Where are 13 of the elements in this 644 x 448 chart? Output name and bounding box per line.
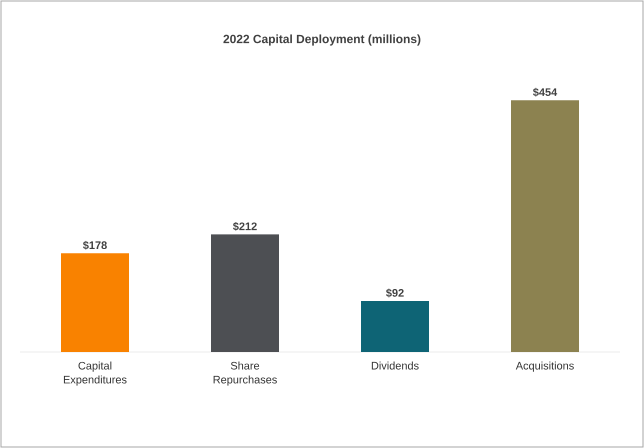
data-label: $178: [82, 240, 107, 250]
x-tick-label: Share Repurchases: [214, 362, 277, 386]
bar: [361, 300, 430, 352]
bar: [511, 100, 580, 352]
data-label: $92: [386, 288, 404, 298]
x-tick-label: Capital Expenditures: [64, 362, 127, 386]
data-label: $212: [232, 222, 257, 231]
bar: [211, 234, 279, 352]
bar: [61, 253, 129, 352]
chart-title: 2022 Capital Deployment (millions): [223, 34, 420, 46]
data-label: $454: [532, 88, 558, 97]
x-tick-label: Dividends: [372, 362, 419, 370]
x-tick-label: Acquisitions: [516, 362, 574, 372]
